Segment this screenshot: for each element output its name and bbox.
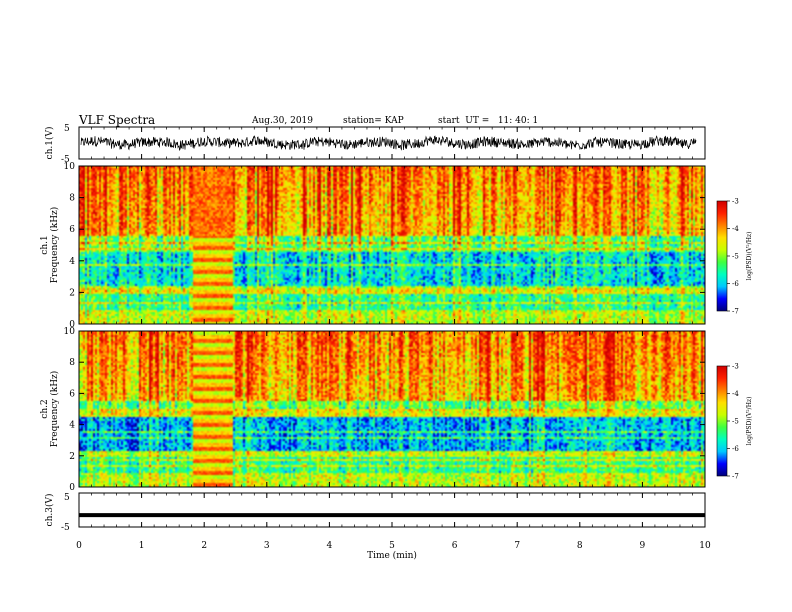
y-tick-label: 10 bbox=[64, 162, 76, 172]
y-tick-label: 0 bbox=[69, 320, 75, 330]
x-tick-label: 7 bbox=[514, 541, 520, 551]
y-tick-label: 6 bbox=[69, 225, 75, 235]
x-tick-label: 9 bbox=[640, 541, 646, 551]
header-date: Aug.30, 2019 bbox=[251, 116, 313, 126]
ch2-spectrogram-channel-label: ch.2 bbox=[40, 399, 50, 418]
x-tick-label: 8 bbox=[577, 541, 583, 551]
colorbar-tick-label: -7 bbox=[732, 308, 739, 316]
y-tick-label: 6 bbox=[69, 389, 75, 399]
x-tick-label: 3 bbox=[264, 541, 270, 551]
colorbar-tick-label: -3 bbox=[732, 198, 739, 206]
y-tick-label: 2 bbox=[69, 452, 75, 462]
ch3-waveform-ylabel: ch.3(V) bbox=[44, 494, 55, 527]
figure-title: VLF Spectra bbox=[78, 113, 155, 127]
x-axis: 0 1 2 3 4 5 6 7 8 9 10 bbox=[76, 127, 711, 551]
ch1-waveform-ylabel: ch.1(V) bbox=[44, 127, 55, 160]
colorbar-tick-label: -5 bbox=[732, 253, 739, 261]
ch1-spectrogram-channel-label: ch.1 bbox=[40, 235, 50, 254]
x-tick-label: 2 bbox=[201, 541, 207, 551]
colorbar-tick-label: -5 bbox=[732, 418, 739, 426]
y-tick-label: 2 bbox=[69, 288, 75, 298]
ch1-spectrogram-image bbox=[79, 166, 705, 324]
ch1-colorbar bbox=[716, 200, 728, 312]
ch1-waveform-line bbox=[80, 135, 697, 152]
x-tick-label: 6 bbox=[452, 541, 458, 551]
y-tick-label: 8 bbox=[69, 194, 75, 204]
colorbar-tick-label: -7 bbox=[732, 473, 739, 481]
ch3-ytick-bottom: -5 bbox=[61, 523, 70, 533]
x-tick-label: 10 bbox=[699, 541, 711, 551]
ch2-spectrogram-ylabel: Frequency (kHz) bbox=[49, 371, 60, 448]
header-start-time: start UT = 11: 40: 1 bbox=[438, 116, 538, 126]
colorbar-tick-label: -3 bbox=[732, 363, 739, 371]
ch1-colorbar-label: log(PSD)(V²/Hz) bbox=[746, 232, 753, 281]
x-axis-label: Time (min) bbox=[367, 550, 417, 561]
ch1-ytick-bottom: -5 bbox=[61, 155, 70, 165]
x-tick-label: 1 bbox=[139, 541, 145, 551]
ch1-ytick-top: 5 bbox=[64, 124, 70, 134]
colorbar-tick-label: -6 bbox=[732, 445, 739, 453]
ch3-ytick-top: 5 bbox=[64, 493, 70, 503]
ch3-waveform-frame bbox=[78, 492, 706, 528]
x-tick-label: 4 bbox=[327, 541, 333, 551]
y-tick-label: 0 bbox=[69, 483, 75, 493]
ch2-spectrogram-image bbox=[79, 331, 705, 487]
x-tick-label: 0 bbox=[76, 541, 82, 551]
colorbar-tick-label: -4 bbox=[732, 390, 739, 398]
ch2-colorbar-label: log(PSD)(V²/Hz) bbox=[746, 397, 753, 446]
y-tick-label: 4 bbox=[69, 257, 75, 267]
colorbar-tick-label: -6 bbox=[732, 280, 739, 288]
y-tick-label: 4 bbox=[69, 421, 75, 431]
ch2-colorbar bbox=[716, 365, 728, 477]
x-tick-label: 5 bbox=[389, 541, 395, 551]
ch1-spectrogram-ylabel: Frequency (kHz) bbox=[49, 207, 60, 284]
ch3-waveform-panel: 5 -5 ch.3(V) bbox=[44, 492, 706, 533]
header-station: station= KAP bbox=[343, 116, 404, 126]
y-tick-label: 10 bbox=[64, 327, 76, 337]
y-tick-label: 8 bbox=[69, 358, 75, 368]
ch1-waveform-panel: 5 -5 ch.1(V) bbox=[44, 124, 706, 165]
colorbar-tick-label: -4 bbox=[732, 225, 739, 233]
